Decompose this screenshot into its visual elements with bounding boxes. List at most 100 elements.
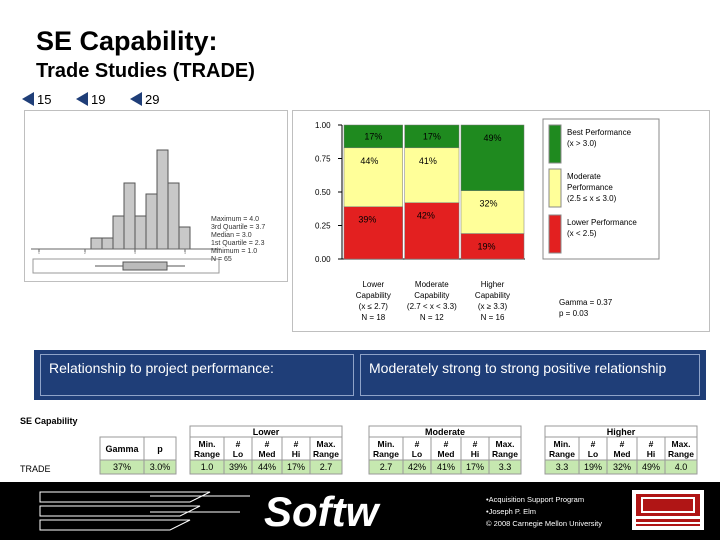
mosaic-segment: [460, 190, 525, 234]
banner-value: Moderately strong to strong positive rel…: [360, 354, 700, 396]
table-value-text: 2.7: [320, 462, 333, 472]
table-header-text: #: [649, 439, 654, 449]
mosaic-segment: [343, 124, 403, 149]
relationship-banner: Relationship to project performance: Mod…: [34, 350, 706, 400]
mosaic-legend-box: [542, 118, 660, 260]
table-header-text: Med: [259, 449, 276, 459]
mosaic-segment: [404, 124, 460, 149]
table-header-text: Range: [549, 449, 575, 459]
table-header-text: #: [415, 439, 420, 449]
table-value-cell: [488, 459, 522, 475]
table-value-text: 42%: [408, 462, 426, 472]
sei-logo: Softw: [39, 488, 381, 535]
histogram-tick-label: 1: [38, 251, 40, 255]
histogram-bar: [134, 215, 147, 250]
mosaic-segment-label: 49%: [483, 133, 501, 143]
histogram-stat: Minimum = 1.0: [211, 248, 257, 255]
table-header-text: Min.: [378, 439, 395, 449]
table-value-cell: [664, 459, 698, 475]
mosaic-y-tick-label: 1.00: [315, 121, 331, 130]
mosaic-segment-label: 19%: [477, 241, 495, 251]
summary-table: SE Capability TRADE Gamma 37% p 3.0% Lower Min.…: [0, 404, 720, 482]
mosaic-segment-label: 32%: [479, 199, 497, 209]
mosaic-segment-label: 17%: [423, 131, 441, 141]
mosaic-segment-label: 17%: [364, 131, 382, 141]
histogram-stat: 1st Quartile = 2.3: [211, 240, 265, 247]
nav-link-29[interactable]: 29: [130, 90, 159, 108]
back-arrow-icon: [130, 92, 142, 106]
mosaic-stat: p = 0.03: [559, 309, 589, 318]
table-header-text: Min.: [554, 439, 571, 449]
histogram-stat: 3rd Quartile = 3.7: [211, 224, 265, 231]
table-header-text: Hi: [647, 449, 656, 459]
table-value-text: 3.3: [499, 462, 512, 472]
table-value-text: 2.7: [380, 462, 393, 472]
mosaic-x-label: N = 16: [481, 313, 505, 322]
table-value-text: 32%: [613, 462, 631, 472]
table-header-text: Gamma: [105, 444, 139, 454]
table-header-text: #: [473, 439, 478, 449]
mosaic-x-label: Capability: [414, 291, 449, 300]
table-value-text: 4.0: [675, 462, 688, 472]
mosaic-segment: [404, 147, 460, 203]
mosaic-x-label: Capability: [475, 291, 510, 300]
slide-title: SE Capability:: [36, 26, 218, 56]
histogram-tick-label: 3: [134, 251, 136, 255]
histogram-tick-label: 4: [184, 251, 186, 255]
mosaic-y-tick-label: 0.25: [315, 222, 331, 231]
table-group-name: Moderate: [425, 427, 465, 437]
histogram-bar: [101, 237, 114, 250]
nav-link-19[interactable]: 19: [76, 90, 105, 108]
histogram-panel: 1 2 3 4 Maximum = 4.0 3rd Quartile = 3.7 Medi…: [24, 110, 288, 282]
mosaic-legend-swatch: [548, 214, 562, 254]
table-value-text: 41%: [437, 462, 455, 472]
table-row-label: TRADE: [20, 464, 51, 474]
histogram-bar: [145, 193, 158, 250]
boxplot-box: [122, 261, 168, 271]
nav-link-label: 29: [145, 91, 160, 107]
ndia-logo: [632, 490, 704, 530]
mosaic-segment: [460, 124, 525, 191]
mosaic-y-tick-label: 0.00: [315, 255, 331, 264]
mosaic-legend-label: Lower Performance: [567, 218, 637, 227]
mosaic-x-label: Lower: [362, 280, 384, 289]
histogram-bar: [156, 149, 169, 250]
mosaic-segment-label: 44%: [360, 156, 378, 166]
mosaic-legend-label: Best Performance: [567, 128, 632, 137]
nav-link-15[interactable]: 15: [22, 90, 51, 108]
mosaic-x-label: N = 18: [361, 313, 385, 322]
mosaic-legend-swatch: [548, 124, 562, 164]
histogram-bar: [90, 237, 103, 250]
table-value-text: 3.0%: [150, 462, 171, 472]
table-header-text: Med: [614, 449, 631, 459]
histogram-stat: N = 65: [211, 256, 232, 263]
footer-line: •Joseph P. Elm: [486, 507, 537, 516]
mosaic-x-label: N = 12: [420, 313, 444, 322]
mosaic-stat: Gamma = 0.37: [559, 298, 613, 307]
back-arrow-icon: [22, 92, 34, 106]
table-group-name: Higher: [607, 427, 636, 437]
mosaic-y-tick-label: 0.75: [315, 155, 331, 164]
table-header-text: #: [591, 439, 596, 449]
histogram-bar: [167, 182, 180, 250]
table-header-text: Range: [668, 449, 694, 459]
footer-text: •Acquisition Support Program •Joseph P. …: [486, 494, 602, 530]
table-value-text: 39%: [229, 462, 247, 472]
histogram-bar: [123, 182, 136, 250]
table-value-text: 1.0: [201, 462, 214, 472]
mosaic-segment-label: 41%: [419, 156, 437, 166]
table-value-text: 37%: [113, 462, 131, 472]
histogram-stat: Median = 3.0: [211, 232, 252, 239]
table-row-group-label: SE Capability: [20, 416, 78, 426]
table-header-text: Min.: [199, 439, 216, 449]
nav-link-label: 19: [91, 91, 106, 107]
mosaic-segment-label: 39%: [358, 215, 376, 225]
mosaic-segment: [343, 147, 403, 207]
table-header-text: Range: [313, 449, 339, 459]
table-header-text: Range: [194, 449, 220, 459]
table-value-text: 49%: [642, 462, 660, 472]
slide-subtitle: Trade Studies (TRADE): [36, 60, 255, 82]
table-header-text: Max.: [317, 439, 336, 449]
mosaic-x-label: (x ≥ 3.3): [478, 302, 508, 311]
